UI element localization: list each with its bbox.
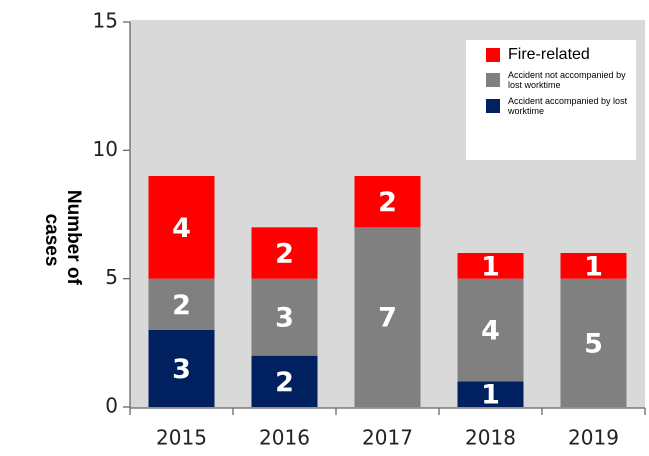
bar-segment: [457, 381, 524, 407]
y-axis-label-line: cases: [41, 214, 62, 267]
y-tick-label: 10: [93, 137, 118, 161]
bar-segment: [560, 253, 627, 279]
legend-label: Fire-related: [508, 46, 590, 63]
data-label: 5: [584, 328, 603, 359]
bar-segment: [251, 278, 318, 356]
y-axis-label: Number of cases: [41, 190, 84, 290]
data-label: 4: [481, 316, 500, 347]
x-tick-label: 2017: [362, 426, 413, 450]
legend-swatch: [486, 73, 500, 87]
x-tick-label: 2019: [568, 426, 619, 450]
y-axis-label-line: Number of: [63, 190, 84, 286]
legend-swatch: [486, 99, 500, 113]
bar-segment: [251, 355, 318, 407]
legend-entry: Fire-related: [486, 46, 628, 64]
data-label: 7: [378, 303, 397, 334]
legend: Fire-related Accident not accompanied by …: [466, 40, 636, 160]
bar-segment: [148, 278, 215, 330]
data-label: 2: [172, 290, 191, 321]
bar-segment: [354, 176, 421, 228]
legend-label: Accident accompanied by lost worktime: [508, 96, 628, 116]
data-label: 2: [275, 367, 294, 398]
bar-segment: [251, 227, 318, 279]
x-tick-label: 2016: [259, 426, 310, 450]
y-tick-label: 0: [105, 394, 118, 418]
bar-segment: [148, 176, 215, 279]
bar-segment: [457, 253, 524, 279]
legend-entry: Accident not accompanied by lost worktim…: [486, 70, 628, 90]
data-label: 3: [172, 354, 191, 385]
data-label: 1: [584, 251, 603, 282]
data-label: 1: [481, 380, 500, 411]
data-label: 2: [378, 187, 397, 218]
bar-segment: [457, 278, 524, 382]
data-label: 1: [481, 251, 500, 282]
legend-label: Accident not accompanied by lost worktim…: [508, 70, 626, 90]
bar-segment: [148, 330, 215, 407]
x-tick-label: 2018: [465, 426, 516, 450]
data-label: 3: [275, 303, 294, 334]
y-tick-label: 15: [93, 9, 118, 33]
x-tick-label: 2015: [156, 426, 207, 450]
data-label: 2: [275, 239, 294, 270]
legend-swatch: [486, 48, 500, 62]
bar-segment: [354, 227, 421, 407]
bar-segment: [560, 278, 627, 407]
legend-entry: Accident accompanied by lost worktime: [486, 96, 628, 116]
data-label: 4: [172, 213, 191, 244]
y-tick-label: 5: [105, 265, 118, 289]
